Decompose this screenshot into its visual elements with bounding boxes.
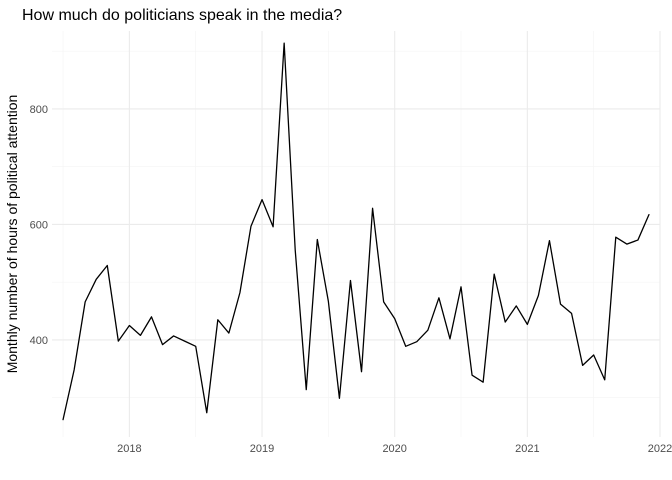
x-tick-label: 2021 bbox=[515, 443, 539, 455]
x-tick-label: 2019 bbox=[250, 443, 274, 455]
x-tick-label: 2018 bbox=[117, 443, 141, 455]
x-axis-ticks: 2018 2019 2020 2021 2022 bbox=[117, 443, 672, 455]
y-axis-title: Monthly number of hours of political att… bbox=[4, 95, 20, 374]
y-tick-label: 800 bbox=[30, 104, 48, 116]
x-tick-label: 2020 bbox=[382, 443, 406, 455]
series-line bbox=[62, 42, 650, 421]
y-tick-label: 600 bbox=[30, 219, 48, 231]
grid bbox=[52, 31, 661, 437]
y-tick-label: 400 bbox=[30, 335, 48, 347]
series-layer bbox=[62, 42, 650, 421]
x-tick-label: 2022 bbox=[648, 443, 672, 455]
chart-title: How much do politicians speak in the med… bbox=[22, 7, 342, 24]
y-axis-ticks: 400 600 800 bbox=[30, 104, 48, 347]
